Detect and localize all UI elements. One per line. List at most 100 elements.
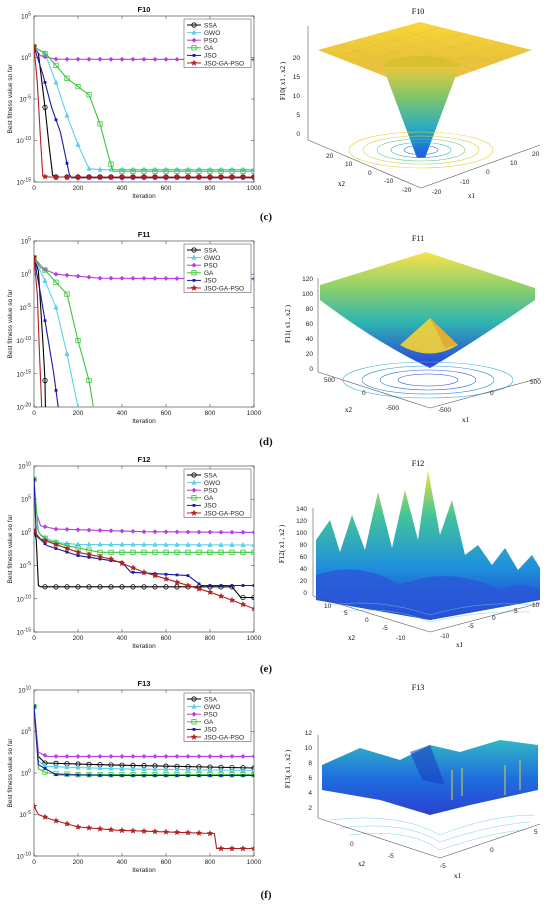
series-marker-jso bbox=[43, 81, 47, 84]
series-marker-gwo bbox=[141, 765, 147, 772]
series-marker-pso bbox=[86, 753, 92, 759]
series-marker-ga bbox=[42, 51, 48, 57]
y-label: x1 bbox=[468, 192, 476, 200]
series-line-ga bbox=[34, 479, 254, 553]
series-marker-jso bbox=[120, 774, 124, 777]
legend-marker bbox=[191, 487, 197, 493]
series-marker-ga bbox=[108, 772, 114, 778]
series-marker-jso bbox=[164, 774, 168, 777]
series-marker-pso bbox=[218, 753, 224, 759]
series-line-ga bbox=[34, 257, 94, 407]
chart-panel-f12: F12 0 200 400 600 800 1000 1010 105 100 10-5 10-10 1… bbox=[7, 455, 262, 650]
series-marker-pso bbox=[141, 275, 147, 281]
series-marker-ga bbox=[251, 772, 254, 778]
y-tick-label: 10-5 bbox=[19, 95, 31, 104]
legend-marker bbox=[191, 262, 197, 268]
z-tick: 0 bbox=[303, 590, 307, 597]
series-marker-jso-ga-pso bbox=[217, 592, 225, 600]
legend-marker bbox=[191, 254, 197, 260]
series-marker-jso-ga-pso bbox=[250, 173, 254, 180]
surface-f13: F13 12 10 8 6 4 2 F13( x1 , x2 ) 0 -5 -5… bbox=[261, 683, 541, 901]
panel-letter: (d) bbox=[259, 436, 273, 448]
series-marker-jso bbox=[175, 774, 179, 777]
y-tick-label: 105 bbox=[21, 237, 31, 246]
x-tick-label: 800 bbox=[205, 185, 216, 192]
legend-label: JSO-GA-PSO bbox=[204, 510, 244, 517]
series-marker-jso bbox=[65, 550, 69, 554]
x-tick: -10 bbox=[384, 178, 394, 185]
series-marker-gwo bbox=[240, 541, 246, 548]
y-tick: 10 bbox=[510, 160, 518, 167]
y-tick: -10 bbox=[460, 179, 470, 186]
chart-title: F13 bbox=[138, 679, 151, 688]
y-tick: 0 bbox=[490, 390, 494, 397]
legend-label: PSO bbox=[204, 712, 218, 719]
series-marker-jso bbox=[54, 389, 58, 392]
x-tick-label: 0 bbox=[32, 635, 36, 642]
series-marker-ssa bbox=[42, 584, 48, 590]
series-marker-gwo bbox=[141, 541, 147, 547]
series-marker-jso-ga-pso bbox=[151, 173, 159, 180]
x-axis-label: Iteration bbox=[132, 867, 156, 874]
series-marker-pso bbox=[229, 529, 235, 535]
series-marker-jso bbox=[153, 774, 157, 777]
y-tick-label: 1010 bbox=[18, 462, 31, 471]
series-marker-pso bbox=[163, 529, 169, 535]
series-marker-pso bbox=[251, 276, 254, 282]
series-marker-gwo bbox=[163, 541, 169, 547]
series-marker-jso-ga-pso bbox=[107, 173, 115, 180]
series-marker-jso bbox=[175, 573, 179, 577]
series-marker-pso bbox=[97, 527, 103, 533]
series-marker-jso bbox=[142, 774, 146, 777]
series-marker-ssa bbox=[42, 377, 48, 384]
series-marker-jso-ga-pso bbox=[250, 605, 254, 612]
series-marker-jso-ga-pso bbox=[118, 559, 126, 567]
surface-title: F13 bbox=[412, 683, 424, 692]
chart-panel-f10: F10 0 200 400 600 800 1000 105 100 10-5 10-10 10-15… bbox=[7, 5, 262, 200]
series-marker-pso bbox=[119, 56, 125, 62]
x-tick-label: 400 bbox=[117, 859, 128, 866]
z-tick: 100 bbox=[302, 291, 313, 298]
z-tick: 4 bbox=[308, 790, 312, 797]
series-marker-gwo bbox=[108, 765, 114, 771]
series-marker-gwo bbox=[229, 767, 235, 773]
y-tick: 0 bbox=[492, 615, 496, 622]
series-marker-ga bbox=[130, 168, 136, 174]
series-marker-gwo bbox=[229, 541, 235, 547]
series-line-jso bbox=[34, 257, 59, 407]
series-marker-pso bbox=[207, 529, 213, 535]
series-marker-ga bbox=[75, 83, 81, 90]
y-tick-label: 105 bbox=[21, 12, 31, 21]
z-tick: 0 bbox=[309, 366, 313, 373]
legend-marker bbox=[192, 279, 196, 282]
series-marker-pso bbox=[152, 529, 158, 535]
series-marker-jso-ga-pso bbox=[118, 826, 126, 834]
series-marker-jso-ga-pso bbox=[41, 813, 49, 820]
y-tick: 0 bbox=[490, 847, 494, 854]
legend-label: SSA bbox=[204, 696, 218, 703]
series-marker-pso bbox=[141, 56, 147, 62]
series-marker-jso-ga-pso bbox=[140, 173, 148, 180]
legend-label: SSA bbox=[204, 472, 218, 479]
series-marker-gwo bbox=[196, 541, 202, 547]
series-marker-pso bbox=[141, 753, 147, 759]
y-tick-label: 1010 bbox=[18, 686, 31, 695]
series-marker-pso bbox=[185, 753, 191, 759]
legend-label: JSO bbox=[204, 727, 217, 734]
series-marker-gwo bbox=[251, 541, 254, 548]
series-marker-gwo bbox=[251, 767, 254, 773]
series-marker-jso-ga-pso bbox=[96, 173, 104, 180]
series-marker-pso bbox=[152, 275, 158, 281]
chart-panel-f13: F13 0 200 400 600 800 1000 1010 105 100 10-5 10-10 I… bbox=[7, 679, 262, 874]
series-marker-ssa bbox=[141, 584, 147, 590]
series-marker-ssa bbox=[108, 584, 114, 590]
y-tick-label: 100 bbox=[21, 769, 31, 778]
x-tick: 20 bbox=[326, 153, 334, 160]
series-marker-jso bbox=[131, 570, 135, 574]
series-marker-ssa bbox=[251, 594, 254, 601]
series-marker-jso-ga-pso bbox=[250, 844, 254, 852]
series-marker-ga bbox=[229, 168, 235, 174]
series-marker-pso bbox=[119, 275, 125, 281]
